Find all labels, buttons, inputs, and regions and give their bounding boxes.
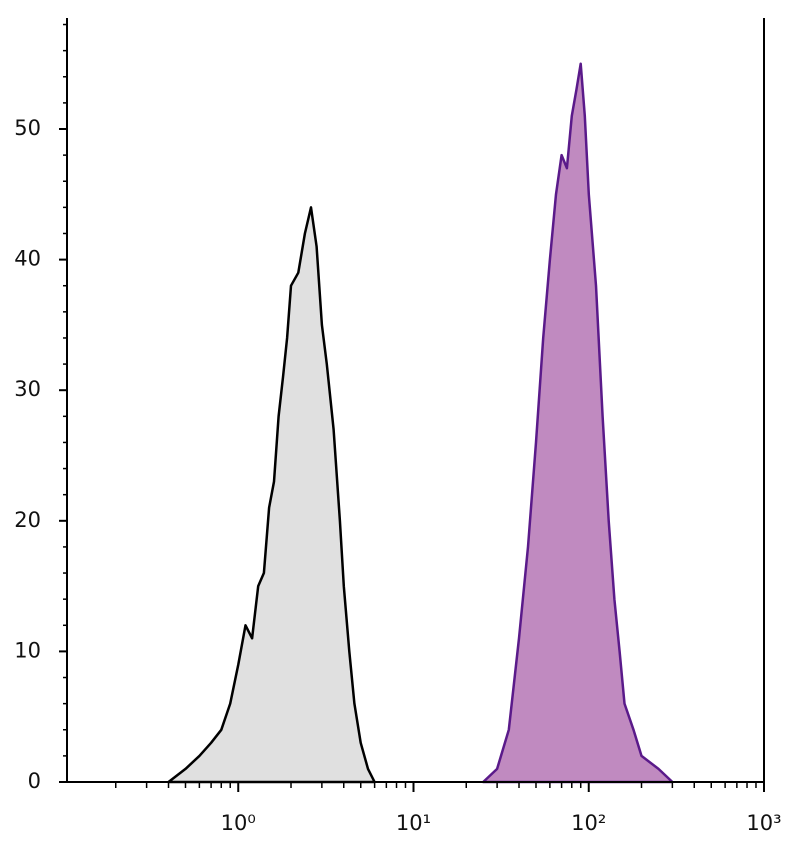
x-tick-label: 10⁰ bbox=[221, 811, 256, 835]
y-tick-label: 40 bbox=[14, 247, 41, 271]
x-tick-label: 10² bbox=[571, 811, 606, 835]
y-tick-label: 30 bbox=[14, 377, 41, 401]
x-tick-label: 10³ bbox=[746, 811, 781, 835]
y-tick-label: 10 bbox=[14, 638, 41, 662]
y-tick-label: 20 bbox=[14, 508, 41, 532]
x-tick-label: 10¹ bbox=[396, 811, 431, 835]
y-tick-label: 0 bbox=[28, 769, 41, 793]
y-tick-label: 50 bbox=[14, 116, 41, 140]
histogram-area bbox=[481, 62, 674, 784]
histogram-area bbox=[167, 206, 376, 784]
